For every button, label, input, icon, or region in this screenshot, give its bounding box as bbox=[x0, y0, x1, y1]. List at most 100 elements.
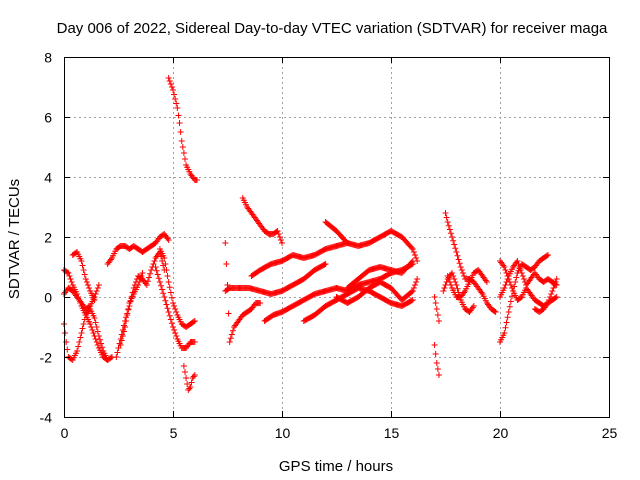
data-point bbox=[456, 260, 463, 267]
series-sat-v bbox=[431, 294, 442, 324]
data-point bbox=[451, 241, 458, 248]
data-point bbox=[552, 279, 559, 285]
data-point bbox=[81, 271, 88, 278]
data-point bbox=[433, 360, 440, 366]
data-point bbox=[408, 297, 415, 304]
data-point bbox=[447, 282, 454, 288]
data-point bbox=[165, 237, 172, 243]
data-point bbox=[173, 100, 180, 107]
data-point bbox=[491, 308, 498, 315]
data-point bbox=[171, 327, 178, 333]
data-point bbox=[435, 318, 442, 324]
data-point bbox=[64, 269, 71, 276]
data-layer bbox=[61, 75, 560, 393]
data-point bbox=[160, 290, 167, 297]
data-point bbox=[175, 112, 182, 119]
series-sat-q bbox=[300, 285, 416, 324]
data-point bbox=[452, 279, 459, 285]
data-point bbox=[413, 279, 420, 285]
data-point bbox=[451, 276, 458, 282]
data-point bbox=[191, 339, 198, 345]
data-point bbox=[453, 249, 460, 255]
data-point bbox=[154, 271, 161, 278]
y-tick-label: -4 bbox=[40, 410, 53, 426]
data-point bbox=[507, 298, 514, 305]
data-point bbox=[411, 252, 418, 258]
series-sat-w bbox=[442, 210, 499, 315]
data-point bbox=[551, 282, 558, 288]
data-point bbox=[135, 282, 142, 288]
data-point bbox=[431, 294, 438, 300]
data-point bbox=[549, 288, 556, 294]
data-point bbox=[92, 319, 99, 326]
data-point bbox=[502, 324, 509, 331]
data-point bbox=[431, 342, 438, 348]
data-point bbox=[123, 318, 130, 324]
data-point bbox=[79, 262, 86, 269]
data-point bbox=[152, 264, 159, 270]
data-point bbox=[93, 288, 100, 294]
data-point bbox=[516, 264, 523, 270]
data-point bbox=[179, 144, 186, 150]
data-point bbox=[172, 330, 179, 336]
data-point bbox=[442, 210, 449, 216]
data-point bbox=[443, 214, 450, 221]
y-tick-label: 2 bbox=[44, 230, 52, 246]
series-sat-o bbox=[248, 240, 351, 279]
data-point bbox=[223, 261, 230, 267]
series-sat-k bbox=[180, 363, 198, 393]
series-sat-n bbox=[239, 195, 285, 246]
data-point bbox=[508, 285, 515, 291]
data-point bbox=[276, 234, 283, 240]
data-point bbox=[167, 316, 174, 323]
data-point bbox=[164, 305, 171, 312]
data-point bbox=[170, 324, 176, 330]
data-point bbox=[553, 294, 560, 300]
data-point bbox=[432, 300, 439, 306]
data-point bbox=[447, 230, 454, 237]
data-point bbox=[441, 285, 448, 291]
series-sat-y bbox=[444, 267, 490, 300]
data-point bbox=[275, 231, 282, 237]
data-point bbox=[410, 249, 417, 255]
series-sat-j bbox=[165, 75, 200, 183]
chart-title: Day 006 of 2022, Sidereal Day-to-day VTE… bbox=[57, 20, 608, 37]
data-point bbox=[222, 240, 229, 246]
data-point bbox=[433, 306, 440, 312]
series-sat-d bbox=[61, 282, 102, 312]
data-point bbox=[76, 339, 83, 345]
data-point bbox=[79, 325, 86, 332]
series-sat-ac bbox=[531, 276, 560, 315]
data-point bbox=[162, 261, 169, 267]
data-point bbox=[457, 264, 464, 270]
data-point bbox=[170, 300, 176, 306]
series-sat-l bbox=[222, 240, 264, 345]
data-point bbox=[168, 320, 175, 327]
data-point bbox=[167, 289, 174, 296]
data-point bbox=[414, 276, 421, 282]
data-point bbox=[78, 330, 85, 336]
data-point bbox=[173, 333, 180, 339]
y-axis-label: SDTVAR / TECUs bbox=[6, 179, 23, 299]
data-point bbox=[124, 312, 131, 318]
data-point bbox=[91, 333, 98, 339]
data-point bbox=[502, 282, 509, 288]
data-point bbox=[77, 334, 84, 341]
data-point bbox=[408, 244, 415, 251]
data-point bbox=[409, 297, 416, 303]
data-point bbox=[136, 279, 143, 285]
data-point bbox=[413, 255, 420, 261]
data-point bbox=[548, 291, 555, 297]
x-tick-label: 10 bbox=[275, 425, 291, 441]
data-point bbox=[450, 273, 457, 279]
data-point bbox=[117, 342, 124, 348]
data-point bbox=[410, 285, 417, 291]
data-point bbox=[228, 331, 235, 338]
data-point bbox=[505, 309, 512, 315]
data-point bbox=[173, 309, 180, 315]
data-point bbox=[65, 270, 72, 276]
data-point bbox=[504, 276, 511, 282]
data-point bbox=[83, 279, 90, 285]
data-point bbox=[279, 240, 285, 246]
